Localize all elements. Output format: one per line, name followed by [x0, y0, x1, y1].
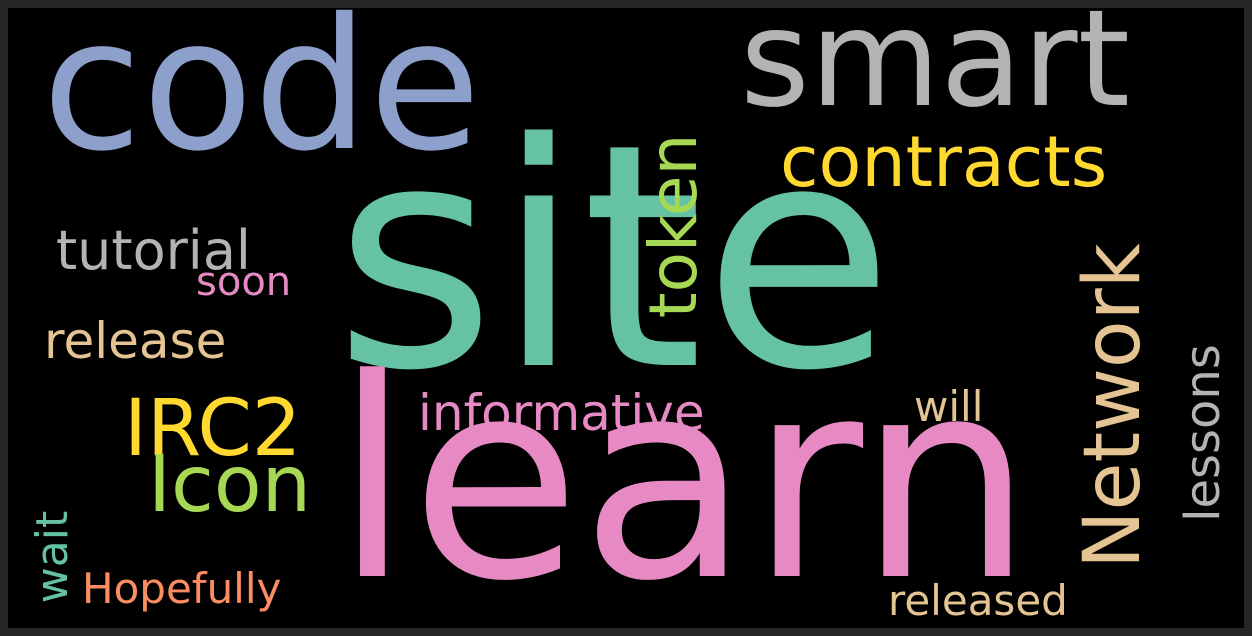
word-site: site: [334, 78, 894, 439]
word-lessons: lessons: [1175, 344, 1231, 522]
word-wait: wait: [27, 510, 78, 604]
word-soon: soon: [196, 259, 292, 305]
word-network: Network: [1068, 243, 1158, 569]
word-code: code: [42, 8, 481, 191]
word-tutorial: tutorial: [56, 219, 251, 282]
word-icon: Icon: [148, 440, 312, 530]
word-will: will: [914, 382, 984, 431]
word-hopefully: Hopefully: [82, 564, 282, 613]
word-released: released: [888, 576, 1068, 625]
word-smart: smart: [740, 8, 1131, 137]
word-release: release: [44, 312, 227, 370]
word-learn: learn: [334, 321, 1034, 628]
word-token: token: [635, 133, 712, 319]
word-cloud: code smart contracts site learn tutorial…: [8, 8, 1244, 628]
word-irc2: IRC2: [124, 384, 302, 474]
word-contracts: contracts: [780, 121, 1108, 203]
word-informative: informative: [418, 384, 705, 442]
